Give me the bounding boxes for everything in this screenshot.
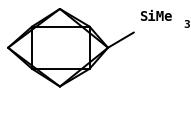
Text: SiMe: SiMe: [139, 10, 173, 24]
Text: 3: 3: [183, 20, 190, 30]
